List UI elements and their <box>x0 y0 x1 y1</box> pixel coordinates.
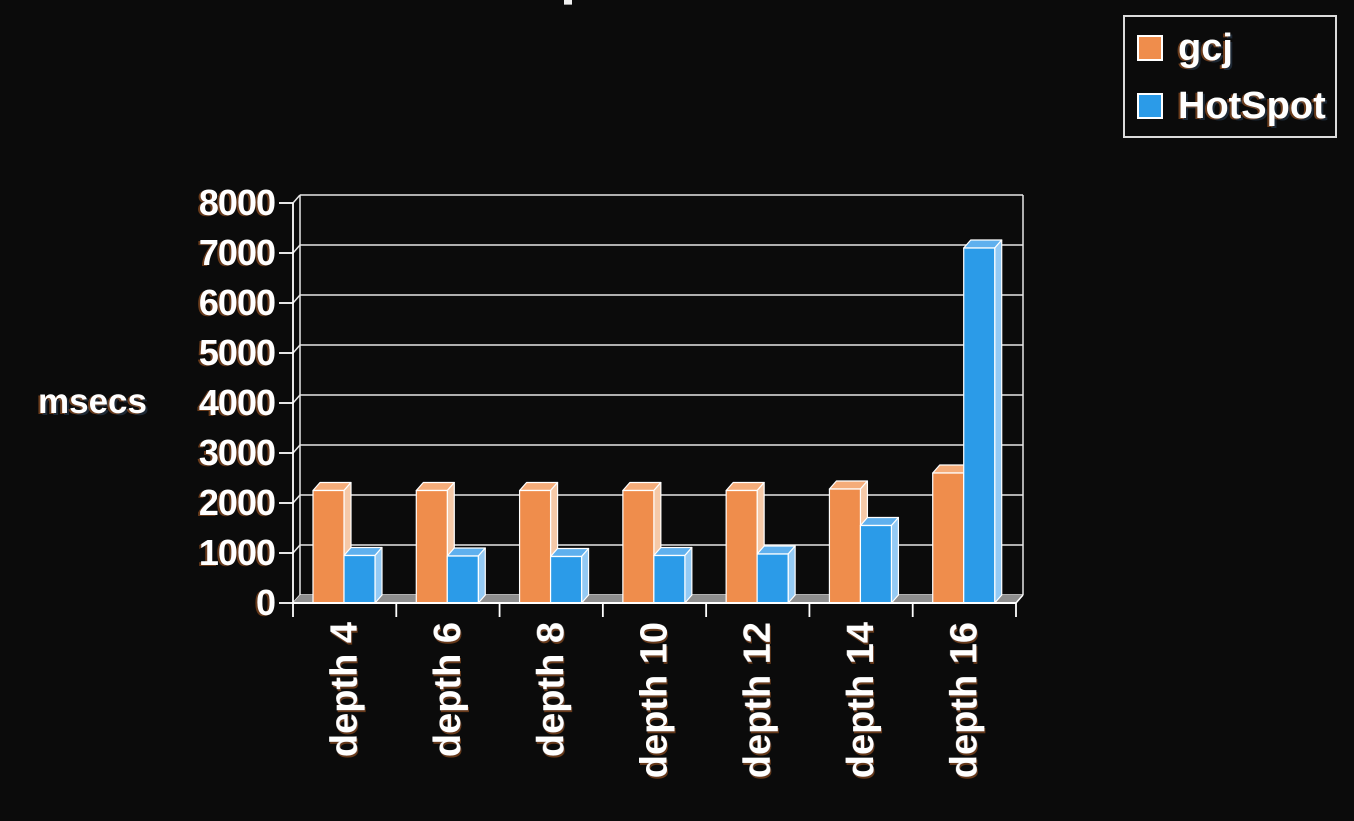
legend-item-gcj: gcj <box>1137 29 1335 67</box>
svg-text:6000: 6000 <box>199 282 275 323</box>
bar-HotSpot-depth-4 <box>343 546 383 604</box>
bar-HotSpot-depth-10 <box>653 546 693 604</box>
x-axis-category-labels: depth 4 depth 6 depth 8 depth 10 depth 12 dep… <box>324 622 986 778</box>
y-axis-title: msecs <box>38 382 147 421</box>
svg-text:depth 8: depth 8 <box>530 622 572 757</box>
svg-text:depth 4: depth 4 <box>324 622 366 757</box>
svg-text:depth 12: depth 12 <box>737 622 779 778</box>
svg-text:2000: 2000 <box>199 482 275 523</box>
bar-HotSpot-depth-6 <box>446 547 486 604</box>
legend-label-hotspot: HotSpot <box>1178 84 1326 127</box>
svg-text:4000: 4000 <box>199 382 275 423</box>
legend-swatch-hotspot-icon <box>1137 92 1163 119</box>
title-fragment-cutoff <box>564 0 572 5</box>
svg-text:depth 10: depth 10 <box>634 622 676 778</box>
svg-text:depth 14: depth 14 <box>840 622 882 778</box>
bar-HotSpot-depth-8 <box>549 547 590 604</box>
legend-swatch-gcj-icon <box>1137 34 1163 61</box>
gridlines <box>279 194 1023 604</box>
bar-HotSpot-depth-12 <box>756 545 796 604</box>
bar-HotSpot-depth-16 <box>963 239 1003 604</box>
bar-gcj-depth-10 <box>622 481 662 604</box>
svg-text:7000: 7000 <box>199 232 275 273</box>
svg-text:1000: 1000 <box>199 532 275 573</box>
svg-text:depth 6: depth 6 <box>427 622 469 757</box>
y-axis-tick-labels: 0 1000 2000 3000 4000 5000 6000 7000 8000 <box>199 182 276 623</box>
svg-text:0: 0 <box>256 582 275 623</box>
svg-text:5000: 5000 <box>199 332 275 373</box>
legend: gcj HotSpot <box>1123 15 1337 138</box>
legend-label-gcj: gcj <box>1178 26 1233 69</box>
svg-text:3000: 3000 <box>199 432 275 473</box>
svg-text:8000: 8000 <box>199 182 275 223</box>
bar-gcj-depth-8 <box>518 481 559 604</box>
svg-text:depth 16: depth 16 <box>943 622 985 778</box>
legend-item-hotspot: HotSpot <box>1137 87 1335 125</box>
bar-HotSpot-depth-14 <box>859 516 900 604</box>
